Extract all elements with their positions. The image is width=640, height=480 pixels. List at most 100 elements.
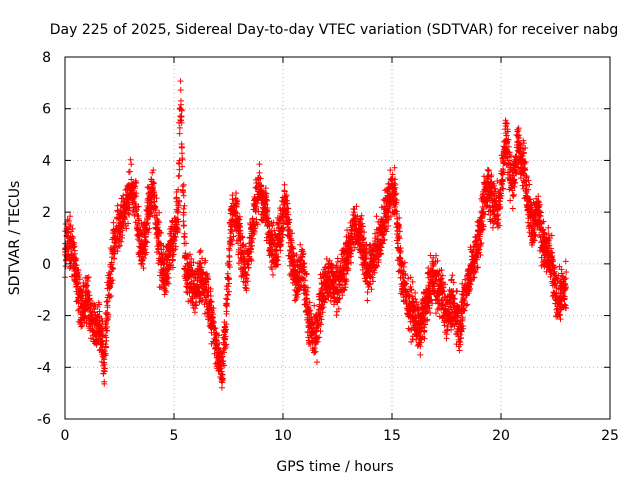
data-point xyxy=(277,247,284,254)
y-tick-label: -2 xyxy=(37,309,51,325)
data-point xyxy=(103,337,110,344)
data-point xyxy=(67,222,74,229)
data-point xyxy=(67,213,74,220)
data-point xyxy=(116,242,123,249)
data-point xyxy=(172,234,179,241)
data-point xyxy=(215,332,222,339)
data-point xyxy=(494,224,501,231)
data-point xyxy=(207,285,214,292)
data-point xyxy=(156,209,163,216)
data-point xyxy=(163,289,170,296)
data-point xyxy=(105,311,112,318)
data-point xyxy=(176,172,183,179)
data-point xyxy=(223,321,230,328)
data-point xyxy=(263,190,270,197)
data-point xyxy=(127,156,134,163)
data-point xyxy=(137,226,144,233)
data-point xyxy=(269,222,276,229)
data-point xyxy=(453,287,460,294)
data-point xyxy=(114,202,121,209)
y-tick-label: 8 xyxy=(42,50,51,66)
data-point xyxy=(80,292,87,299)
data-point xyxy=(176,124,183,131)
data-point xyxy=(126,168,133,175)
y-tick-label: 2 xyxy=(42,205,51,221)
data-point xyxy=(126,211,133,218)
data-point xyxy=(118,238,125,245)
data-point xyxy=(485,167,492,174)
data-point xyxy=(145,229,152,236)
data-point xyxy=(133,190,140,197)
data-point xyxy=(119,234,126,241)
data-point xyxy=(188,255,195,262)
data-point xyxy=(180,181,187,188)
data-point xyxy=(103,298,110,305)
data-point xyxy=(73,255,80,262)
data-point xyxy=(108,261,115,268)
data-point xyxy=(175,204,182,211)
data-point xyxy=(165,280,172,287)
data-point xyxy=(179,163,186,170)
data-point xyxy=(222,343,229,350)
data-point xyxy=(229,211,236,218)
data-point xyxy=(209,307,216,314)
data-point xyxy=(106,294,113,301)
data-point xyxy=(283,192,290,199)
data-point xyxy=(180,189,187,196)
data-point xyxy=(448,326,455,333)
data-point xyxy=(225,245,232,252)
data-point xyxy=(526,181,533,188)
data-point xyxy=(128,161,135,168)
data-point xyxy=(280,225,287,232)
data-point xyxy=(144,239,151,246)
data-point xyxy=(148,210,155,217)
data-point xyxy=(218,384,225,391)
data-point xyxy=(218,365,225,372)
data-point xyxy=(165,254,172,261)
plot-frame xyxy=(64,56,611,420)
data-point xyxy=(278,237,285,244)
data-point xyxy=(268,251,275,258)
data-point xyxy=(257,175,264,182)
data-point xyxy=(125,205,132,212)
data-point xyxy=(104,315,111,322)
data-point xyxy=(180,192,187,199)
data-point xyxy=(85,274,92,281)
data-point xyxy=(158,229,165,236)
data-point xyxy=(205,276,212,283)
data-point xyxy=(223,326,230,333)
data-point xyxy=(507,197,514,204)
data-point xyxy=(240,256,247,263)
data-point xyxy=(225,283,232,290)
data-point xyxy=(256,169,263,176)
data-point xyxy=(143,249,150,256)
data-point xyxy=(109,277,116,284)
data-point xyxy=(75,266,82,273)
data-point xyxy=(78,323,85,330)
data-point xyxy=(176,197,183,204)
data-point xyxy=(108,280,115,287)
data-point xyxy=(177,105,184,112)
data-point xyxy=(140,265,147,272)
data-point xyxy=(115,238,122,245)
data-point xyxy=(207,298,214,305)
data-point xyxy=(210,305,217,312)
data-point xyxy=(70,239,77,246)
data-point xyxy=(125,220,132,227)
data-point xyxy=(226,247,233,254)
data-point xyxy=(279,234,286,241)
data-point xyxy=(84,282,91,289)
y-axis-label: SDTVAR / TECUs xyxy=(7,181,23,296)
data-point xyxy=(223,295,230,302)
data-point xyxy=(249,235,256,242)
data-point xyxy=(96,301,103,308)
data-point xyxy=(249,215,256,222)
data-point xyxy=(373,213,380,220)
data-point xyxy=(509,205,516,212)
data-point xyxy=(226,276,233,283)
data-point xyxy=(562,258,569,265)
data-point xyxy=(83,283,90,290)
data-point xyxy=(263,196,270,203)
data-point xyxy=(126,204,133,211)
